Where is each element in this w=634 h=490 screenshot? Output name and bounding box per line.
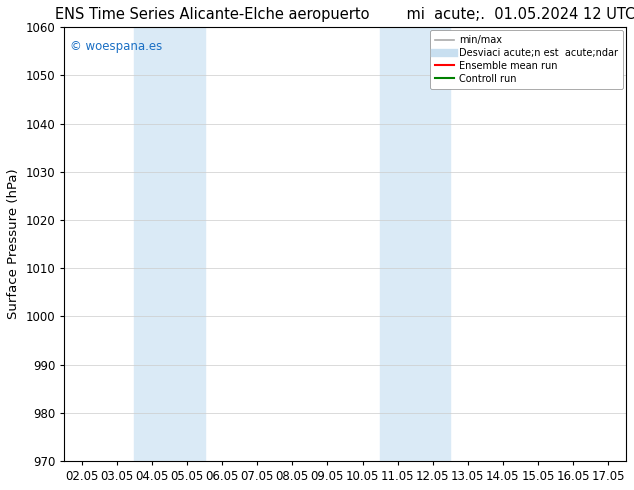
Text: © woespana.es: © woespana.es [70,40,162,53]
Title: ENS Time Series Alicante-Elche aeropuerto        mi  acute;.  01.05.2024 12 UTC: ENS Time Series Alicante-Elche aeropuert… [55,7,634,22]
Legend: min/max, Desviaci acute;n est  acute;ndar, Ensemble mean run, Controll run: min/max, Desviaci acute;n est acute;ndar… [430,30,623,89]
Bar [380,27,450,461]
Y-axis label: Surface Pressure (hPa): Surface Pressure (hPa) [7,169,20,319]
Bar [134,27,205,461]
